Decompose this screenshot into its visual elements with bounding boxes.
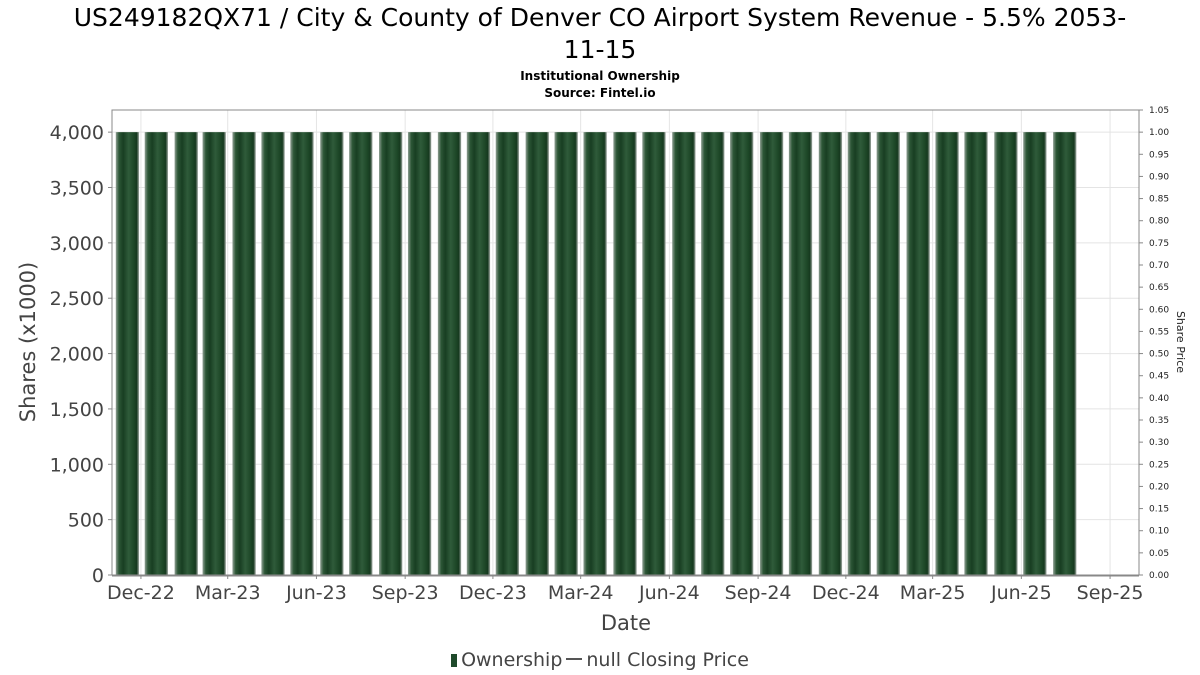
legend-ownership-label: Ownership xyxy=(461,649,563,671)
x-tick-label: Sep-23 xyxy=(372,582,439,604)
x-tick-label: Dec-22 xyxy=(107,582,175,604)
y-tick-label: 1,500 xyxy=(50,399,104,421)
x-tick-label: Sep-25 xyxy=(1077,582,1144,604)
y-tick-label: 1,000 xyxy=(50,454,104,476)
y-tick-label: 3,500 xyxy=(50,178,104,200)
y2-tick-label: 0.45 xyxy=(1149,372,1169,382)
ownership-bar xyxy=(407,132,432,575)
ownership-bar xyxy=(788,132,813,575)
y2-axis-title: Share Price xyxy=(1174,311,1187,373)
y2-tick-label: 1.05 xyxy=(1149,106,1169,116)
y-tick-label: 3,000 xyxy=(50,233,104,255)
y-tick-label: 2,500 xyxy=(50,288,104,310)
ownership-bar xyxy=(613,132,637,575)
y2-tick-label: 0.15 xyxy=(1149,505,1169,515)
ownership-bar xyxy=(701,132,725,575)
x-tick-label: Dec-24 xyxy=(812,582,880,604)
ownership-bar xyxy=(672,132,696,575)
y2-tick-label: 0.90 xyxy=(1149,172,1169,182)
x-tick-label: Jun-23 xyxy=(285,582,347,604)
y-tick-label: 0 xyxy=(92,565,104,587)
y2-tick-label: 0.65 xyxy=(1149,283,1169,293)
ownership-bar xyxy=(320,132,344,575)
y2-tick-label: 0.85 xyxy=(1149,195,1169,205)
y2-tick-label: 0.05 xyxy=(1149,549,1169,559)
ownership-bar xyxy=(437,132,462,575)
chart-subtitle: Institutional Ownership xyxy=(520,69,680,83)
ownership-bar xyxy=(906,132,930,575)
y-axis-title: Shares (x1000) xyxy=(16,262,40,422)
y2-tick-label: 0.95 xyxy=(1149,150,1169,160)
y2-tick-label: 1.00 xyxy=(1149,128,1169,138)
ownership-bar xyxy=(466,132,491,575)
closing-price-legend-line xyxy=(566,658,583,660)
ownership-bar xyxy=(144,132,169,575)
y2-tick-label: 0.20 xyxy=(1149,482,1169,492)
ownership-bar xyxy=(994,132,1018,575)
x-tick-label: Dec-23 xyxy=(459,582,527,604)
y2-tick-label: 0.10 xyxy=(1149,527,1169,537)
x-tick-label: Mar-23 xyxy=(195,582,261,604)
ownership-bar xyxy=(847,132,872,575)
ownership-bar xyxy=(349,132,373,575)
ownership-bar xyxy=(379,132,403,575)
ownership-legend-swatch xyxy=(451,654,458,667)
ownership-bar xyxy=(876,132,900,575)
ownership-bar xyxy=(1053,132,1077,575)
axes: 0 500 1,000 1,500 2,000 2,500 3,000 3,500 4,000 D… xyxy=(16,106,1187,635)
ownership-bar xyxy=(174,132,198,575)
ownership-bar xyxy=(232,132,256,575)
y-tick-label: 2,000 xyxy=(50,344,104,366)
plot-border xyxy=(111,109,1140,576)
y-tick-label: 500 xyxy=(68,510,104,532)
ownership-bar xyxy=(935,132,959,575)
chart-title-line-1: US249182QX71 / City & County of Denver C… xyxy=(73,3,1127,32)
y2-tick-label: 0.70 xyxy=(1149,261,1169,271)
y2-tick-label: 0.75 xyxy=(1149,239,1169,249)
ownership-bar xyxy=(730,132,754,575)
legend: Ownership null Closing Price xyxy=(0,648,1200,672)
y2-tick-label: 0.60 xyxy=(1149,305,1169,315)
y2-tick-label: 0.80 xyxy=(1149,217,1169,227)
ownership-bar xyxy=(759,132,784,575)
ownership-bar xyxy=(818,132,843,575)
x-tick-label: Jun-25 xyxy=(990,582,1052,604)
ownership-bar xyxy=(583,132,607,575)
x-tick-label: Mar-24 xyxy=(548,582,614,604)
x-tick-label: Mar-25 xyxy=(900,582,966,604)
chart-source: Source: Fintel.io xyxy=(544,86,656,100)
x-axis-title: Date xyxy=(601,611,651,635)
y2-tick-label: 0.30 xyxy=(1149,438,1169,448)
ownership-bar xyxy=(261,132,285,575)
ownership-bar xyxy=(495,132,520,575)
ownership-bar xyxy=(554,132,578,575)
chart-title-line-2: 11-15 xyxy=(563,35,637,64)
y2-tick-label: 0.25 xyxy=(1149,460,1169,470)
legend-closing-price-label: null Closing Price xyxy=(586,649,749,671)
ownership-bar xyxy=(642,132,666,575)
ownership-bar xyxy=(290,132,314,575)
y2-tick-label: 0.40 xyxy=(1149,394,1169,404)
ownership-bar xyxy=(964,132,988,575)
ownership-bars xyxy=(115,132,1077,575)
y-tick-label: 4,000 xyxy=(50,122,104,144)
y2-tick-label: 0.00 xyxy=(1149,571,1169,581)
y2-tick-label: 0.55 xyxy=(1149,327,1169,337)
x-tick-label: Jun-24 xyxy=(638,582,700,604)
x-tick-label: Sep-24 xyxy=(725,582,792,604)
ownership-bar xyxy=(1023,132,1047,575)
y2-tick-label: 0.50 xyxy=(1149,350,1169,360)
ownership-bar xyxy=(525,132,549,575)
ownership-bar xyxy=(115,132,140,575)
ownership-bar xyxy=(202,132,226,575)
y2-tick-label: 0.35 xyxy=(1149,416,1169,426)
